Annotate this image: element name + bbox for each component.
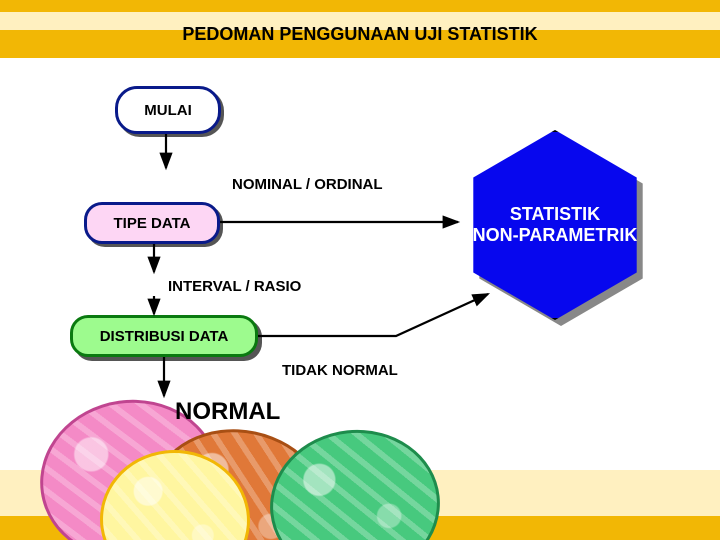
hex-main: STATISTIK NON-PARAMETRIK [460, 130, 650, 320]
egg-shape [263, 422, 448, 540]
stage: PEDOMAN PENGGUNAAN UJI STATISTIK MULAI TI… [0, 0, 720, 540]
hex-line1: STATISTIK [473, 204, 638, 225]
label-nominal: NOMINAL / ORDINAL [232, 176, 383, 193]
node-mulai: MULAI [115, 86, 221, 134]
hex-node-statistik: STATISTIK NON-PARAMETRIK [460, 130, 650, 320]
page-title: PEDOMAN PENGGUNAAN UJI STATISTIK [182, 24, 537, 45]
arrow [258, 294, 488, 336]
label-interval: INTERVAL / RASIO [168, 278, 301, 295]
hex-line2: NON-PARAMETRIK [473, 225, 638, 246]
bg-stripe [0, 0, 720, 12]
label-tidak: TIDAK NORMAL [282, 362, 398, 379]
label-normal: NORMAL [175, 398, 280, 426]
node-distribusi: DISTRIBUSI DATA [70, 315, 258, 357]
node-tipe: TIPE DATA [84, 202, 220, 244]
